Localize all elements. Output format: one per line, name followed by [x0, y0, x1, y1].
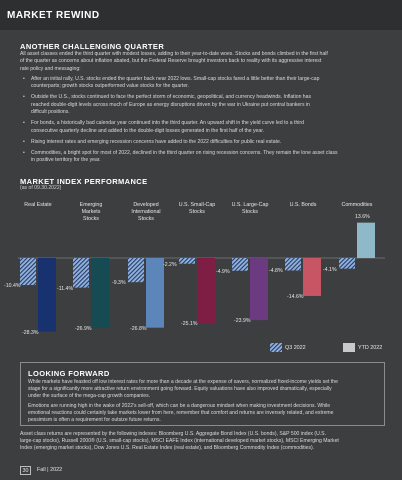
text-line: While markets have feasted off low inter…	[28, 379, 338, 385]
text-line: Emotions are running high in the wake of…	[28, 403, 331, 409]
category-label-line: Stocks	[242, 209, 258, 215]
intro-paragraph: All asset classes ended the third quarte…	[20, 51, 385, 73]
category-label-line: Stocks	[189, 209, 205, 215]
footnote-line: Asset class returns are represented by t…	[20, 431, 326, 437]
bullet-line: counterparts; growth stocks outperformed…	[31, 83, 189, 90]
bullet-line: consecutive quarterly decline and added …	[31, 127, 265, 134]
intro-line: All asset classes ended the third quarte…	[20, 51, 328, 57]
value-label: -9.3%	[112, 280, 126, 287]
value-label: -25.1%	[181, 321, 198, 328]
bullet-line: difficult positions.	[31, 109, 70, 116]
bullet-item: Rising interest rates and emerging reces…	[20, 138, 385, 147]
q3-bar	[73, 258, 89, 288]
category-label: U.S. Small-Cap Stocks	[172, 202, 222, 216]
looking-forward-title: LOOKING FORWARD	[28, 369, 110, 378]
category-label: U.S. Bonds	[278, 202, 328, 209]
value-label: -10.4%	[4, 283, 21, 290]
bullet-line: Outside the U.S., stocks continued to fa…	[31, 94, 312, 101]
chart-date-note: (as of 09.30.2022)	[20, 185, 62, 191]
q3-bar	[128, 258, 144, 283]
category-label: Real Estate	[13, 202, 63, 209]
intro-line: of the quarter as concerns about inflati…	[20, 58, 322, 65]
ytd-bar	[38, 258, 56, 332]
ytd-bar	[146, 258, 164, 328]
ytd-bar	[91, 258, 109, 328]
bullet-list: After an initial rally, U.S. stocks ende…	[20, 76, 385, 168]
legend-swatch-q3	[270, 343, 282, 352]
value-label: -14.6%	[287, 293, 304, 300]
ytd-bar	[357, 222, 375, 258]
category-label-line: Developed	[133, 202, 159, 208]
value-label: -23.9%	[234, 318, 251, 325]
value-label: 13.6%	[355, 213, 370, 220]
q3-bar	[20, 258, 36, 286]
category-label: Commodities	[332, 202, 382, 209]
category-label: Emerging Markets Stocks	[66, 202, 116, 223]
category-label: Developed International Stocks	[121, 202, 171, 223]
value-label: -2.2%	[163, 261, 177, 268]
bullet-item: Commodities, a bright spot for most of 2…	[20, 150, 385, 165]
legend-label-q3: Q3 2022	[285, 345, 306, 351]
text-line: stage for a significantly more attractiv…	[28, 386, 332, 393]
value-label: -26.9%	[75, 325, 92, 332]
bullet-line: reached double-digit levels across much …	[31, 101, 310, 108]
value-label: -28.3%	[22, 329, 39, 336]
category-label-line: Stocks	[138, 216, 154, 222]
category-label-line: U.S. Small-Cap	[178, 202, 216, 208]
value-label: -4.8%	[269, 268, 283, 275]
category-label-line: International	[131, 209, 161, 215]
looking-forward-box: LOOKING FORWARD While markets have feast…	[20, 362, 385, 426]
category-label-line: Emerging	[79, 202, 103, 208]
text-line: pessimism is often a requirement for out…	[28, 417, 161, 424]
footnote-line: large-cap stocks), Russell 2000® (U.S. s…	[20, 438, 339, 445]
bullet-line: in positive territory for the year.	[31, 157, 101, 164]
index-footnote: Asset class returns are represented by t…	[20, 431, 385, 453]
looking-forward-paragraph-2: Emotions are running high in the wake of…	[28, 403, 378, 425]
bullet-line: For bonds, a historically bad calendar y…	[31, 120, 304, 127]
q3-bar	[232, 258, 248, 271]
category-label-line: U.S. Bonds	[289, 202, 317, 208]
section-title-index-performance: MARKET INDEX PERFORMANCE	[20, 177, 148, 186]
bullet-item: After an initial rally, U.S. stocks ende…	[20, 76, 385, 91]
issue-label: Fall | 2022	[37, 467, 63, 473]
category-label: U.S. Large-Cap Stocks	[225, 202, 275, 216]
q3-bar	[339, 258, 355, 269]
category-label-line: Markets	[81, 209, 101, 215]
ytd-bar	[303, 258, 321, 296]
ytd-bar	[250, 258, 268, 321]
footnote-line: Index (emerging market stocks), Dow Jone…	[20, 445, 315, 452]
masthead: MARKET REWIND	[0, 0, 402, 30]
text-line: under the surface of the mega-cap growth…	[28, 393, 151, 400]
bullet-item: For bonds, a historically bad calendar y…	[20, 120, 385, 135]
value-label: -4.1%	[323, 266, 337, 273]
bullet-line: After an initial rally, U.S. stocks ende…	[31, 76, 320, 82]
q3-bar	[285, 258, 301, 271]
category-label-line: Real Estate	[24, 202, 52, 208]
value-label: -26.8%	[130, 325, 147, 332]
text-line: emotional reactions could certainly take…	[28, 410, 334, 417]
page-number: 30	[20, 466, 31, 475]
looking-forward-paragraph-1: While markets have feasted off low inter…	[28, 379, 378, 401]
value-label: -4.9%	[216, 268, 230, 275]
value-label: -11.4%	[57, 285, 74, 292]
bullet-line: Rising interest rates and emerging reces…	[31, 138, 282, 145]
intro-line: rate policy and messaging:	[20, 65, 81, 72]
section-title-challenging-quarter: ANOTHER CHALLENGING QUARTER	[20, 42, 165, 51]
bullet-line: Commodities, a bright spot for most of 2…	[31, 149, 338, 156]
ytd-bar	[197, 258, 215, 324]
q3-bar	[179, 258, 195, 264]
bullet-item: Outside the U.S., stocks continued to fa…	[20, 94, 385, 116]
legend-swatch-ytd	[343, 343, 355, 352]
category-label-line: Stocks	[83, 216, 99, 222]
category-label-line: U.S. Large-Cap	[231, 202, 269, 208]
category-label-line: Commodities	[341, 202, 373, 208]
page-title: MARKET REWIND	[7, 10, 100, 21]
legend-label-ytd: YTD 2022	[358, 345, 383, 351]
